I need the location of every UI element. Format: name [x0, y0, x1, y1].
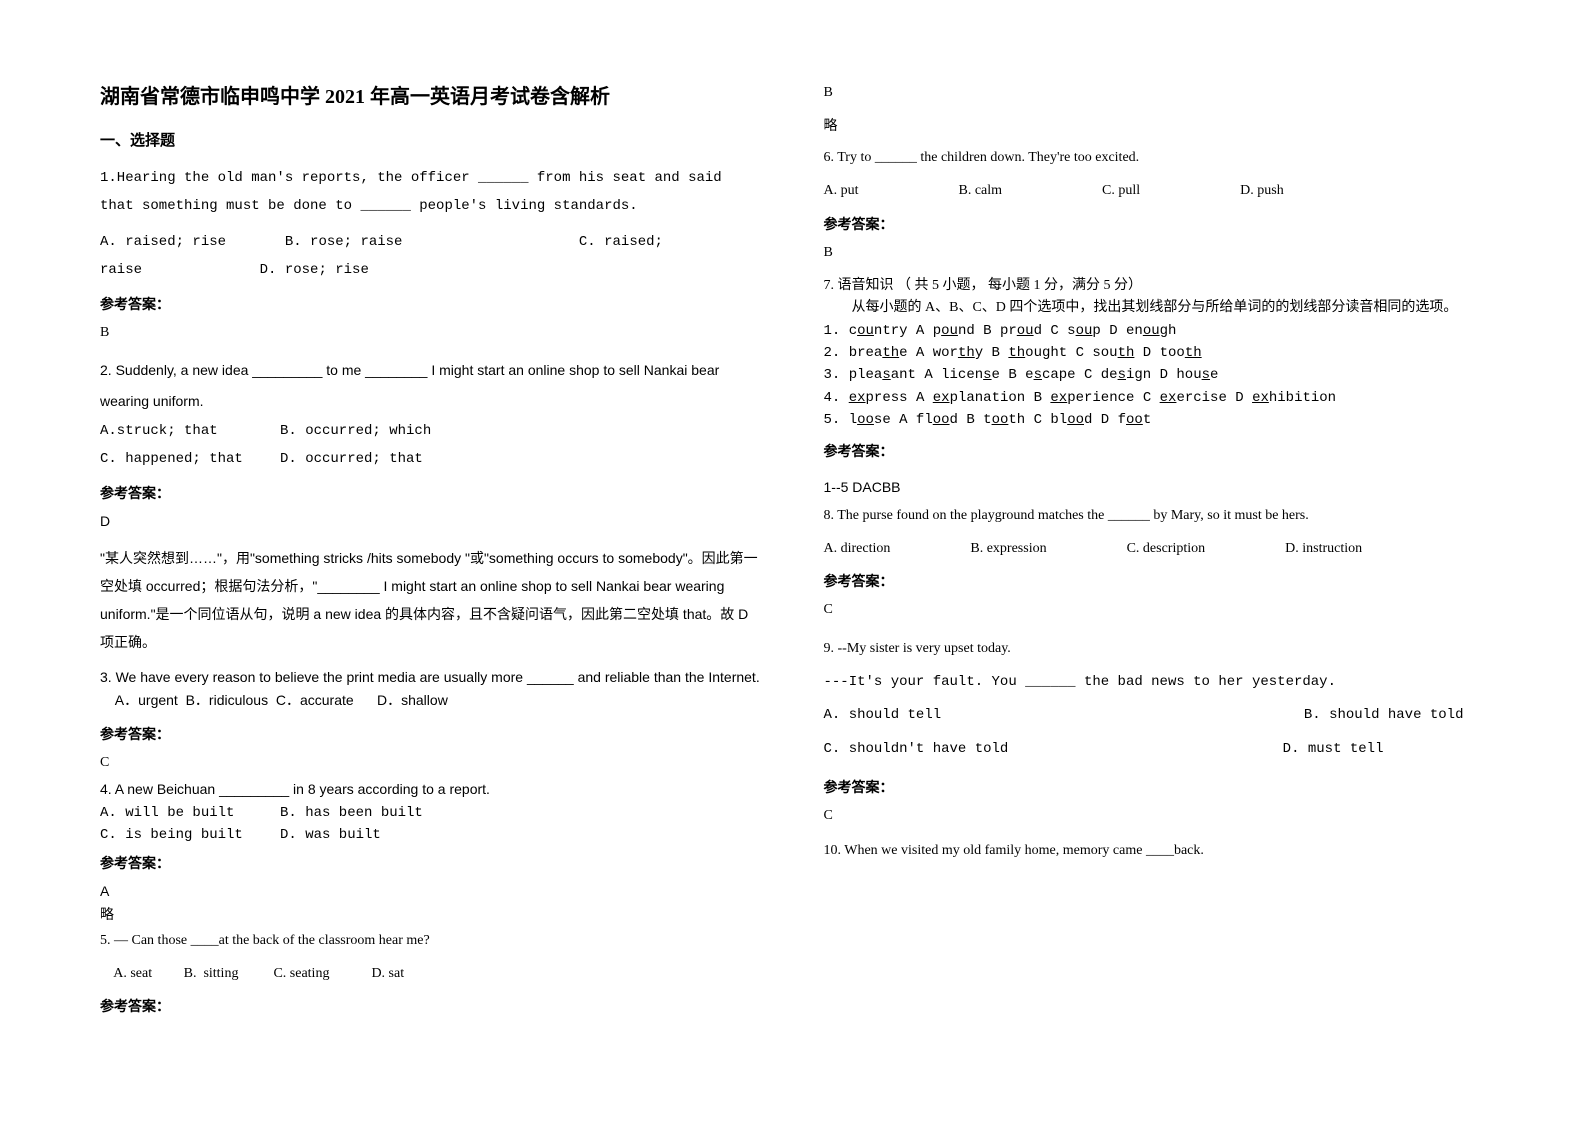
- q4-opt-c: C. is being built: [100, 824, 280, 846]
- q9-answer: C: [824, 803, 1488, 828]
- q6-opt-a: A. put: [824, 178, 859, 203]
- q7-line2: 2. breathe A worthy B thought C south D …: [824, 342, 1488, 364]
- q9-text2: ---It's your fault. You ______ the bad n…: [824, 666, 1488, 700]
- q7-answer: 1--5 DACBB: [824, 475, 1488, 500]
- q2-explanation: "某人突然想到……"，用"something stricks /hits som…: [100, 544, 764, 656]
- question-6: 6. Try to ______ the children down. They…: [824, 145, 1488, 203]
- q4-note: 略: [100, 904, 764, 924]
- q4-answer: A: [100, 879, 764, 904]
- q9-opt-d: D. must tell: [1283, 733, 1384, 767]
- q1-opt-b: B. rose; raise: [285, 234, 403, 250]
- q6-opt-b: B. calm: [959, 178, 1003, 203]
- q7-line3: 3. pleasant A license B escape C design …: [824, 364, 1488, 386]
- q10-text: 10. When we visited my old family home, …: [824, 838, 1488, 863]
- q2-answer: D: [100, 509, 764, 534]
- question-5: 5. — Can those ____at the back of the cl…: [100, 928, 764, 986]
- q6-opt-c: C. pull: [1102, 178, 1140, 203]
- q9-answer-label: 参考答案：: [824, 777, 1488, 797]
- q7-line1: 1. country A pound B proud C soup D enou…: [824, 320, 1488, 342]
- q8-opt-d: D. instruction: [1285, 536, 1362, 561]
- q1-opt-d: D. rose; rise: [260, 262, 369, 278]
- q6-opt-d: D. push: [1240, 178, 1284, 203]
- question-2: 2. Suddenly, a new idea _________ to me …: [100, 355, 764, 473]
- q2-opt-d: D. occurred; that: [280, 445, 460, 473]
- q8-answer-label: 参考答案：: [824, 571, 1488, 591]
- q9-opt-b: B. should have told: [1304, 699, 1464, 733]
- right-column: B 略 6. Try to ______ the children down. …: [824, 80, 1488, 1022]
- q1-options: A. raised; rise B. rose; raise C. raised…: [100, 228, 764, 284]
- question-7: 7. 语音知识 （ 共 5 小题， 每小题 1 分，满分 5 分） 从每小题的 …: [824, 275, 1488, 432]
- q6-text: 6. Try to ______ the children down. They…: [824, 145, 1488, 170]
- q1-answer: B: [100, 320, 764, 345]
- q1-answer-label: 参考答案：: [100, 294, 764, 314]
- q8-answer: C: [824, 597, 1488, 622]
- q5-answer: B: [824, 80, 1488, 105]
- section-header: 一、选择题: [100, 129, 764, 150]
- q7-line4: 4. express A explanation B experience C …: [824, 387, 1488, 409]
- q8-opt-b: B. expression: [970, 536, 1046, 561]
- question-3: 3. We have every reason to believe the p…: [100, 666, 764, 714]
- q4-answer-label: 参考答案：: [100, 853, 764, 873]
- q8-opt-a: A. direction: [824, 536, 891, 561]
- page-container: 湖南省常德市临申鸣中学 2021 年高一英语月考试卷含解析 一、选择题 1.He…: [100, 80, 1487, 1022]
- q9-opt-a: A. should tell: [824, 699, 942, 733]
- question-8: 8. The purse found on the playground mat…: [824, 503, 1488, 561]
- q6-answer: B: [824, 240, 1488, 265]
- q4-text: 4. A new Beichuan _________ in 8 years a…: [100, 777, 764, 802]
- q4-opt-a: A. will be built: [100, 802, 280, 824]
- q6-answer-label: 参考答案：: [824, 214, 1488, 234]
- question-10: 10. When we visited my old family home, …: [824, 838, 1488, 863]
- q3-text: 3. We have every reason to believe the p…: [100, 666, 764, 688]
- question-4: 4. A new Beichuan _________ in 8 years a…: [100, 777, 764, 847]
- q9-text1: 9. --My sister is very upset today.: [824, 632, 1488, 666]
- q5-answer-label: 参考答案：: [100, 996, 764, 1016]
- q2-opt-a: A.struck; that: [100, 417, 280, 445]
- q2-answer-label: 参考答案：: [100, 483, 764, 503]
- q5-text: 5. — Can those ____at the back of the cl…: [100, 928, 764, 953]
- q4-opt-d: D. was built: [280, 824, 460, 846]
- question-9: 9. --My sister is very upset today. ---I…: [824, 632, 1488, 766]
- q8-text: 8. The purse found on the playground mat…: [824, 503, 1488, 528]
- q7-instruction: 从每小题的 A、B、C、D 四个选项中，找出其划线部分与所给单词的的划线部分读音…: [824, 297, 1488, 319]
- q4-opt-b: B. has been built: [280, 802, 460, 824]
- q2-opt-c: C. happened; that: [100, 445, 280, 473]
- q1-opt-a: A. raised; rise: [100, 234, 226, 250]
- q9-opt-c: C. shouldn't have told: [824, 733, 1009, 767]
- question-1: 1.Hearing the old man's reports, the off…: [100, 164, 764, 284]
- q5-options: A. seat B. sitting C. seating D. sat: [100, 961, 764, 986]
- q3-options: A．urgent B．ridiculous C．accurate D．shall…: [100, 688, 764, 713]
- left-column: 湖南省常德市临申鸣中学 2021 年高一英语月考试卷含解析 一、选择题 1.He…: [100, 80, 764, 1022]
- q8-opt-c: C. description: [1127, 536, 1206, 561]
- q7-header: 7. 语音知识 （ 共 5 小题， 每小题 1 分，满分 5 分）: [824, 275, 1488, 297]
- q5-note: 略: [824, 115, 1488, 135]
- document-title: 湖南省常德市临申鸣中学 2021 年高一英语月考试卷含解析: [100, 80, 764, 109]
- q7-answer-label: 参考答案：: [824, 441, 1488, 461]
- q1-text: 1.Hearing the old man's reports, the off…: [100, 164, 764, 220]
- q3-answer-label: 参考答案：: [100, 724, 764, 744]
- q2-text: 2. Suddenly, a new idea _________ to me …: [100, 355, 764, 417]
- q3-answer: C: [100, 750, 764, 775]
- q2-opt-b: B. occurred; which: [280, 417, 460, 445]
- q7-line5: 5. loose A flood B tooth C blood D foot: [824, 409, 1488, 431]
